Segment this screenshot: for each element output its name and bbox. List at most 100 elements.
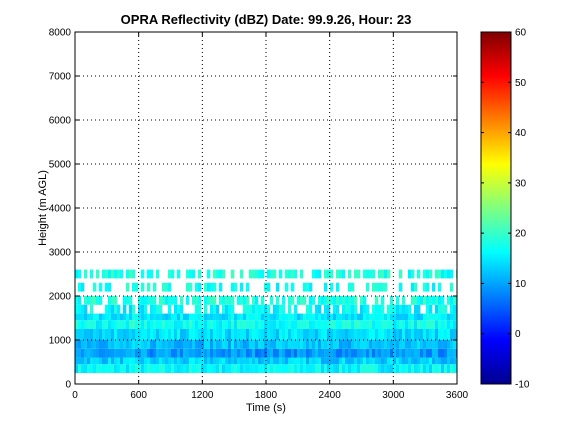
reflectivity-cell bbox=[327, 329, 331, 340]
reflectivity-cell bbox=[387, 364, 391, 373]
reflectivity-cell bbox=[210, 364, 214, 373]
reflectivity-cell bbox=[165, 282, 169, 292]
y-axis: 0 1000 2000 3000 4000 5000 6000 7000 8000 bbox=[49, 28, 457, 391]
reflectivity-cell bbox=[240, 296, 244, 305]
reflectivity-cell bbox=[321, 348, 325, 358]
reflectivity-cell bbox=[231, 329, 235, 340]
reflectivity-cell bbox=[324, 296, 328, 305]
reflectivity-cell bbox=[117, 320, 121, 329]
reflectivity-cell bbox=[297, 320, 301, 329]
reflectivity-cell bbox=[249, 340, 253, 349]
reflectivity-cell bbox=[132, 364, 136, 373]
reflectivity-cell bbox=[240, 320, 244, 329]
reflectivity-cell bbox=[312, 364, 316, 373]
reflectivity-cell bbox=[102, 329, 106, 340]
reflectivity-cell bbox=[117, 304, 121, 314]
reflectivity-cell bbox=[90, 329, 94, 340]
reflectivity-cell bbox=[90, 269, 94, 279]
reflectivity-cell bbox=[447, 357, 451, 365]
reflectivity-cell bbox=[378, 304, 382, 314]
reflectivity-cell bbox=[399, 313, 403, 321]
reflectivity-cell bbox=[414, 348, 418, 358]
reflectivity-cell bbox=[414, 296, 418, 305]
reflectivity-cell bbox=[222, 357, 226, 365]
reflectivity-cell bbox=[435, 269, 439, 279]
reflectivity-cell bbox=[174, 329, 178, 340]
reflectivity-cell bbox=[249, 364, 253, 373]
reflectivity-cell bbox=[441, 313, 445, 321]
reflectivity-cell bbox=[288, 296, 292, 305]
reflectivity-cell bbox=[78, 269, 82, 279]
reflectivity-cell bbox=[426, 282, 430, 292]
reflectivity-cell bbox=[87, 296, 91, 305]
reflectivity-cell bbox=[303, 320, 307, 329]
reflectivity-cell bbox=[99, 313, 103, 321]
reflectivity-cell bbox=[273, 304, 277, 314]
reflectivity-cell bbox=[207, 269, 211, 279]
reflectivity-cell bbox=[261, 320, 265, 329]
reflectivity-cell bbox=[108, 282, 112, 292]
reflectivity-cell bbox=[81, 340, 85, 349]
reflectivity-cell bbox=[207, 364, 211, 373]
reflectivity-cell bbox=[105, 269, 109, 279]
reflectivity-cell bbox=[276, 357, 280, 365]
reflectivity-cell bbox=[408, 340, 412, 349]
reflectivity-cell bbox=[93, 282, 97, 292]
reflectivity-cell bbox=[165, 357, 169, 365]
reflectivity-cell bbox=[270, 320, 274, 329]
reflectivity-cell bbox=[87, 348, 91, 358]
reflectivity-cell bbox=[366, 269, 370, 279]
reflectivity-cell bbox=[366, 364, 370, 373]
reflectivity-cell bbox=[216, 364, 220, 373]
reflectivity-cell bbox=[177, 313, 181, 321]
reflectivity-cell bbox=[375, 320, 379, 329]
reflectivity-cell bbox=[168, 296, 172, 305]
reflectivity-cell bbox=[87, 364, 91, 373]
reflectivity-cell bbox=[384, 340, 388, 349]
reflectivity-cell bbox=[291, 296, 295, 305]
reflectivity-cell bbox=[393, 364, 397, 373]
reflectivity-cell bbox=[291, 320, 295, 329]
reflectivity-cell bbox=[189, 320, 193, 329]
reflectivity-cell bbox=[393, 357, 397, 365]
reflectivity-cell bbox=[309, 340, 313, 349]
reflectivity-cell bbox=[375, 304, 379, 314]
reflectivity-cell bbox=[375, 348, 379, 358]
reflectivity-cell bbox=[441, 340, 445, 349]
reflectivity-cell bbox=[165, 329, 169, 340]
reflectivity-cell bbox=[363, 357, 367, 365]
reflectivity-cell bbox=[87, 357, 91, 365]
reflectivity-cell bbox=[231, 364, 235, 373]
reflectivity-cell bbox=[408, 269, 412, 279]
reflectivity-cell bbox=[135, 364, 139, 373]
reflectivity-cell bbox=[396, 357, 400, 365]
reflectivity-cell bbox=[96, 348, 100, 358]
reflectivity-cell bbox=[93, 348, 97, 358]
reflectivity-cell bbox=[228, 340, 232, 349]
reflectivity-cell bbox=[294, 304, 298, 314]
reflectivity-cell bbox=[318, 348, 322, 358]
reflectivity-cell bbox=[318, 313, 322, 321]
reflectivity-cell bbox=[267, 320, 271, 329]
reflectivity-cell bbox=[417, 364, 421, 373]
x-tick-label: 1800 bbox=[255, 390, 278, 401]
reflectivity-cell bbox=[396, 296, 400, 305]
reflectivity-cell bbox=[354, 329, 358, 340]
reflectivity-cell bbox=[420, 357, 424, 365]
reflectivity-cell bbox=[96, 340, 100, 349]
grid-lines bbox=[75, 32, 457, 384]
reflectivity-cell bbox=[423, 357, 427, 365]
reflectivity-cell bbox=[240, 357, 244, 365]
reflectivity-cell bbox=[417, 357, 421, 365]
reflectivity-cell bbox=[285, 357, 289, 365]
reflectivity-cell bbox=[177, 320, 181, 329]
reflectivity-cell bbox=[81, 313, 85, 321]
reflectivity-cell bbox=[246, 357, 250, 365]
reflectivity-cell bbox=[156, 269, 160, 279]
reflectivity-cell bbox=[351, 304, 355, 314]
reflectivity-cell bbox=[186, 320, 190, 329]
reflectivity-cell bbox=[267, 313, 271, 321]
reflectivity-cell bbox=[249, 269, 253, 279]
reflectivity-cell bbox=[138, 296, 142, 305]
reflectivity-cell bbox=[183, 313, 187, 321]
